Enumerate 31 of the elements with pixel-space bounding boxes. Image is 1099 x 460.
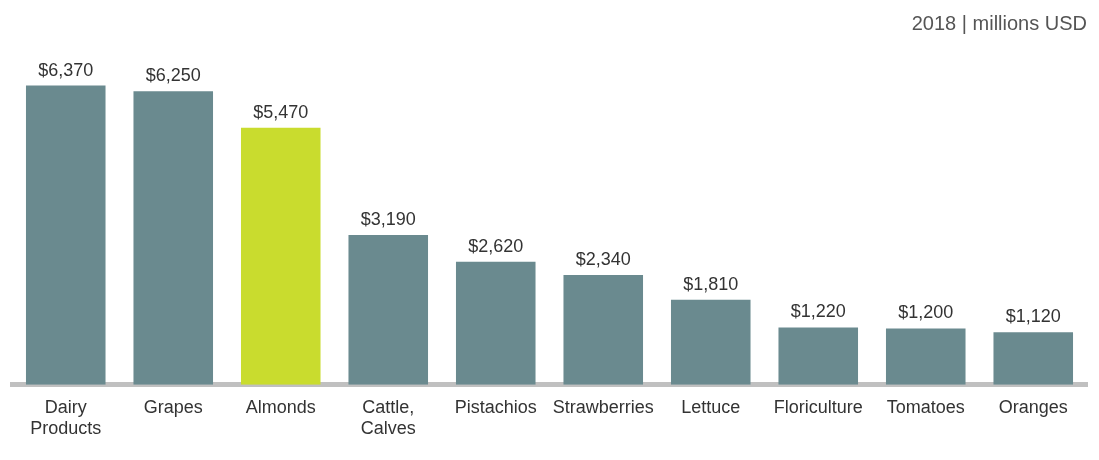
bar: [885, 328, 966, 385]
data-label: $6,250: [145, 65, 201, 86]
bar: [563, 274, 644, 385]
x-tick-label: Dairy Products: [30, 396, 102, 439]
x-tick-label: Oranges: [998, 396, 1068, 417]
bar: [348, 234, 429, 385]
data-label: $2,340: [575, 248, 631, 269]
data-label: $1,220: [790, 301, 846, 322]
x-tick-label: Floriculture: [773, 396, 863, 417]
data-label: $1,810: [683, 273, 739, 294]
data-label: $5,470: [253, 101, 309, 122]
bar: [993, 332, 1074, 385]
data-label: $6,370: [38, 59, 94, 80]
data-label: $1,200: [898, 302, 954, 323]
data-label: $1,120: [1005, 306, 1061, 327]
chart-subtitle: 2018 | millions USD: [911, 11, 1087, 34]
x-tick-label: Tomatoes: [886, 396, 965, 417]
x-tick-label: Strawberries: [552, 396, 654, 417]
bar: [25, 85, 106, 385]
bar: [240, 127, 321, 385]
data-label: $3,190: [360, 208, 416, 229]
x-tick-label: Almonds: [245, 396, 316, 417]
x-tick-label: Lettuce: [681, 396, 741, 417]
x-tick-label: Grapes: [143, 396, 203, 417]
bar: [133, 91, 214, 385]
data-label: $2,620: [468, 235, 524, 256]
x-tick-label: Pistachios: [454, 396, 537, 417]
x-tick-label: Cattle, Calves: [360, 396, 416, 439]
bar: [455, 261, 536, 385]
bar: [778, 327, 859, 385]
bar: [670, 299, 751, 385]
